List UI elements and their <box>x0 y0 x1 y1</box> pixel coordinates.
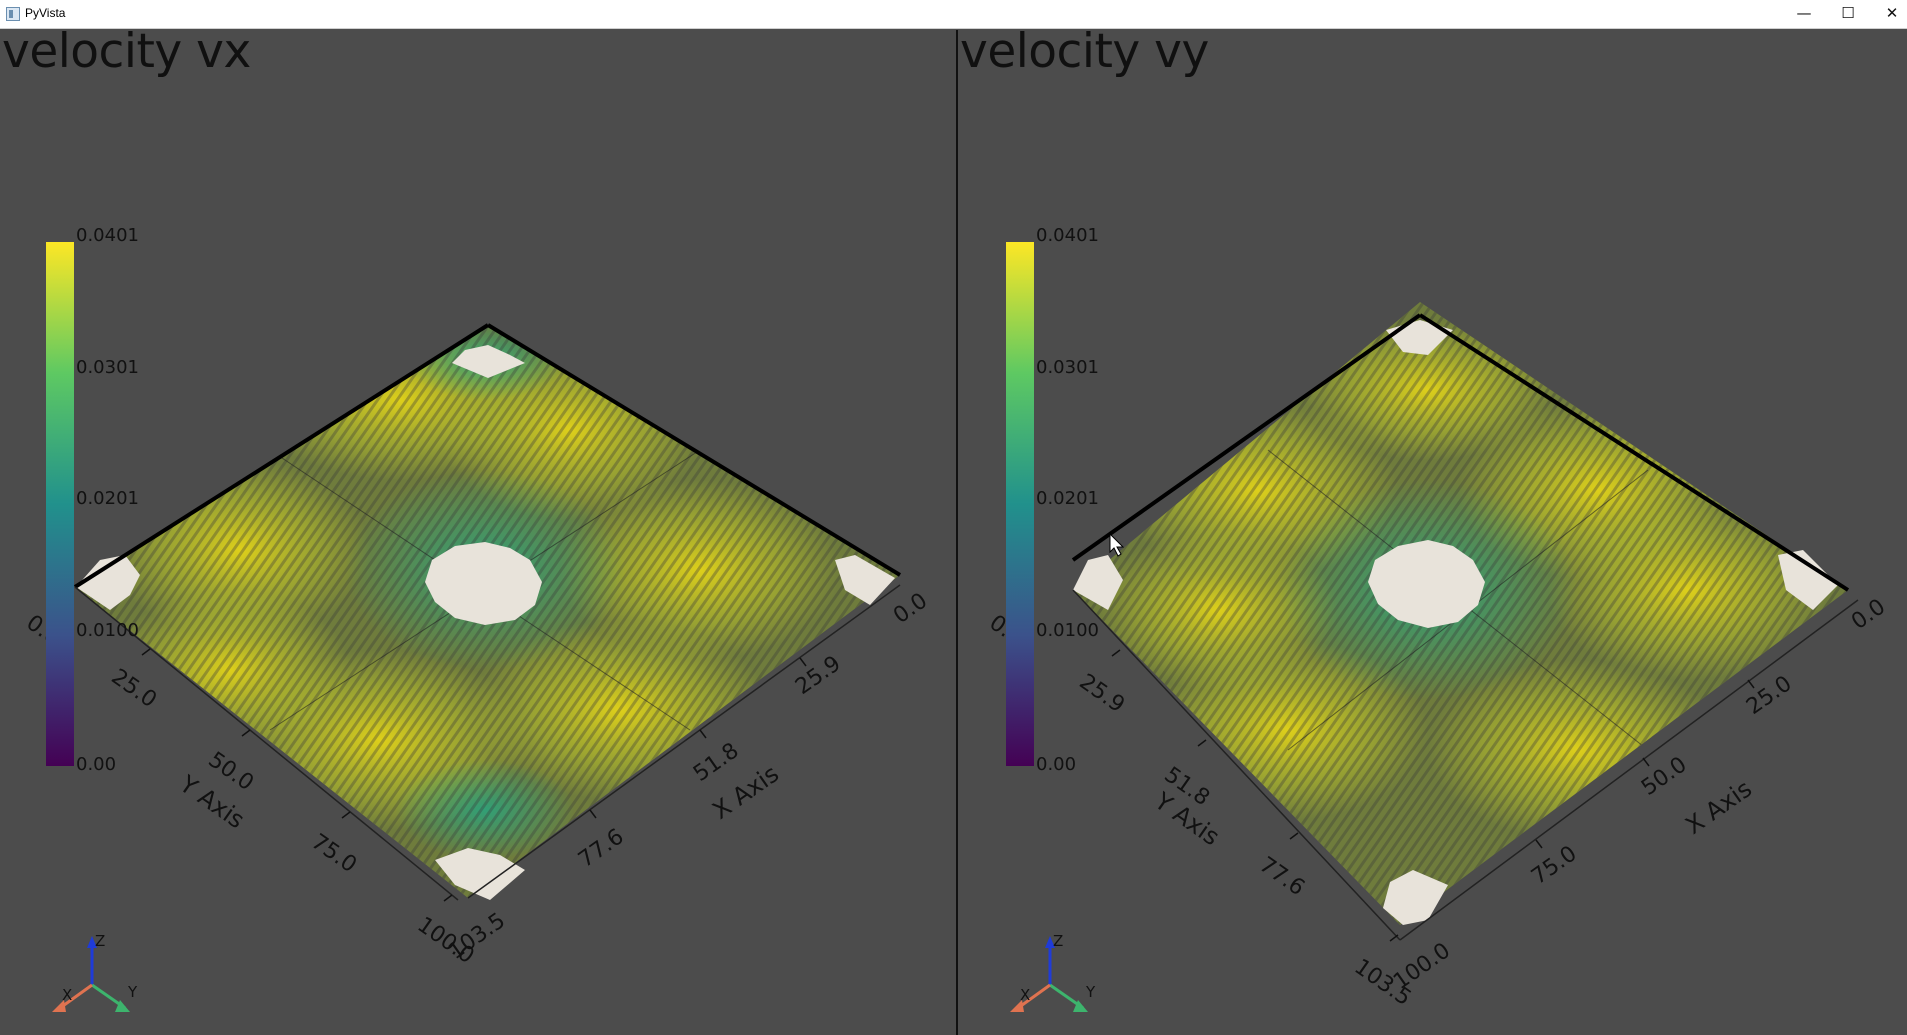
colorbar-t3-right: 0.0301 <box>1036 357 1099 378</box>
y-tick-1-left: 25.0 <box>107 664 161 713</box>
orient-x-left: X <box>62 986 72 1004</box>
scene-left[interactable]: 0.0 25.0 50.0 75.0 100.0 Y Axis 0.0 25.9… <box>0 30 956 1035</box>
colorbar-max-right: 0.0401 <box>1036 225 1099 246</box>
hole-bottom-left <box>435 848 525 900</box>
colorbar-left <box>46 242 74 766</box>
hole-center-left <box>425 542 542 625</box>
orientation-axes-left: Z Y X <box>52 932 138 1012</box>
orient-x-right: X <box>1020 986 1030 1004</box>
maximize-button[interactable]: ☐ <box>1826 0 1870 28</box>
orient-z-right: Z <box>1053 932 1063 950</box>
x-tick-3-left: 77.6 <box>574 824 628 873</box>
colorbar-t1-left: 0.0100 <box>76 620 139 641</box>
close-button[interactable]: ✕ <box>1870 0 1907 28</box>
x-tick-3-right: 75.0 <box>1527 841 1581 890</box>
x-axis-label-right: X Axis <box>1680 775 1757 840</box>
x-axis-origin-right: 0.0 <box>1847 594 1890 635</box>
y-tick-3-right: 77.6 <box>1255 852 1309 901</box>
orient-z-left: Z <box>95 932 105 950</box>
plot-title-left: velocity vx <box>2 30 251 79</box>
minimize-icon: — <box>1796 4 1812 22</box>
y-tick-3-left: 75.0 <box>307 829 361 878</box>
mouse-cursor-icon <box>1109 532 1125 557</box>
hole-bottom-right <box>1383 870 1448 925</box>
orient-y-left: Y <box>127 983 138 1001</box>
colorbar-t2-left: 0.0201 <box>76 488 139 509</box>
pyvista-app-icon <box>6 7 20 21</box>
colorbar-min-left: 0.00 <box>76 754 116 775</box>
x-tick-2-left: 51.8 <box>689 738 743 787</box>
hole-top-left <box>452 345 525 378</box>
hole-right-right <box>1778 550 1838 610</box>
window-title: PyVista <box>25 6 66 20</box>
colorbar-max-left: 0.0401 <box>76 225 139 246</box>
colorbar-t3-left: 0.0301 <box>76 357 139 378</box>
render-viewport-right[interactable]: velocity vy <box>958 30 1907 1035</box>
colorbar-t1-right: 0.0100 <box>1036 620 1099 641</box>
hole-right-left <box>835 555 895 605</box>
render-viewport-left[interactable]: velocity vx <box>0 30 956 1035</box>
x-tick-2-right: 50.0 <box>1637 752 1691 801</box>
orient-y-right: Y <box>1085 983 1096 1001</box>
x-tick-4-left: 103.5 <box>444 908 510 965</box>
x-axis-origin-left: 0.0 <box>889 588 932 629</box>
hole-left-left <box>76 555 140 610</box>
close-icon: ✕ <box>1885 4 1899 22</box>
x-tick-4-right: 100.0 <box>1389 938 1455 995</box>
maximize-icon: ☐ <box>1841 4 1855 22</box>
colorbar-t2-right: 0.0201 <box>1036 488 1099 509</box>
colorbar-min-right: 0.00 <box>1036 754 1076 775</box>
hole-left-right <box>1073 555 1123 610</box>
hole-center-right <box>1368 540 1485 628</box>
viewport-divider <box>956 30 958 1035</box>
minimize-button[interactable]: — <box>1782 0 1826 28</box>
orientation-axes-right: Z Y X <box>1010 932 1096 1012</box>
y-tick-1-right: 25.9 <box>1075 669 1129 718</box>
x-tick-1-right: 25.0 <box>1742 671 1796 720</box>
colorbar-right <box>1006 242 1034 766</box>
window-titlebar[interactable]: PyVista — ☐ ✕ <box>0 0 1907 29</box>
scene-right[interactable]: 0.0 25.9 51.8 77.6 103.5 Y Axis 0.0 25.0… <box>958 30 1907 1035</box>
plot-title-right: velocity vy <box>960 30 1209 79</box>
